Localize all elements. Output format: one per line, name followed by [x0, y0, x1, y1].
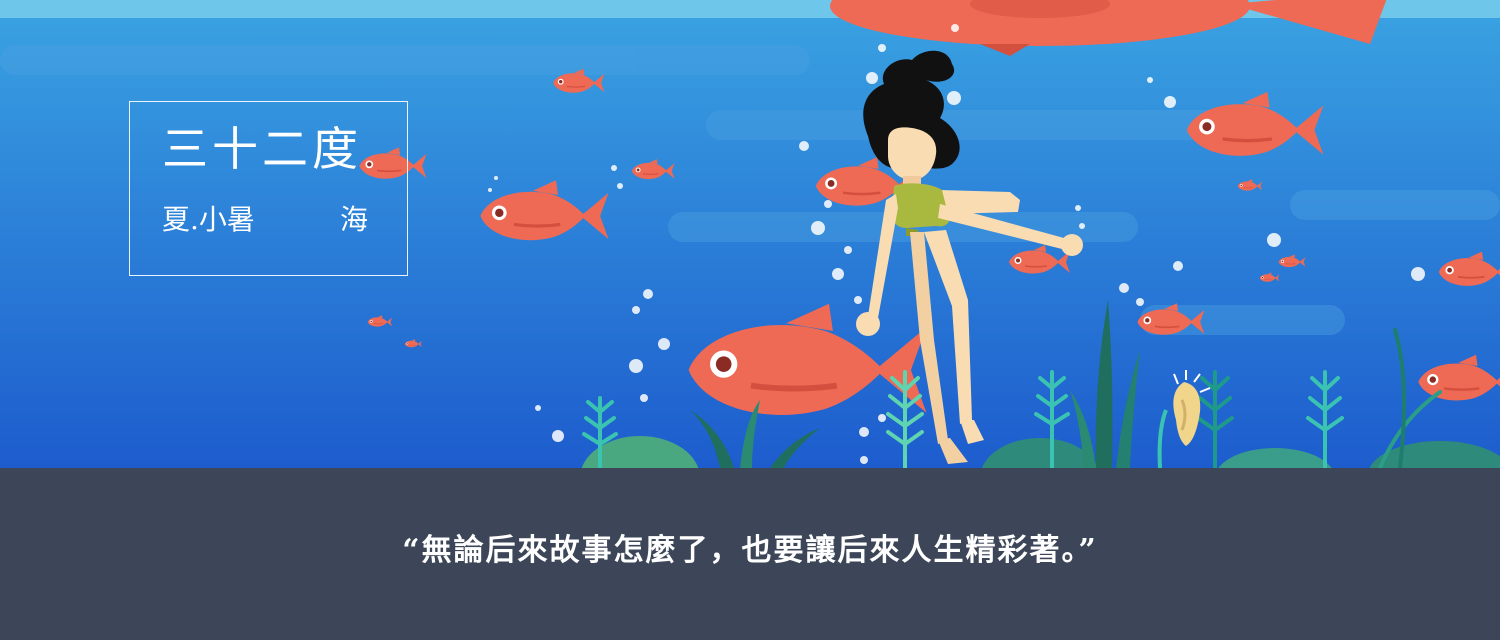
tall-kelp: [690, 300, 1140, 468]
water-currents: [0, 45, 1500, 335]
author-text: 夏.小暑: [162, 203, 255, 236]
title-text: 三十二度: [162, 122, 362, 176]
caption-bar: “無論后來故事怎麼了，也要讓后來人生精彩著。”: [0, 468, 1500, 640]
sea-anemone: [1157, 370, 1211, 468]
seaweed: [582, 328, 1442, 468]
underwater-illustration: [0, 0, 1500, 468]
diver-girl: [856, 50, 1083, 464]
topic-text: 海: [340, 203, 369, 236]
title-card: 三十二度 夏.小暑 海: [129, 101, 408, 276]
quote-text: “無論后來故事怎麼了，也要讓后來人生精彩著。”: [402, 533, 1098, 568]
large-fish-top: [830, 0, 1387, 56]
